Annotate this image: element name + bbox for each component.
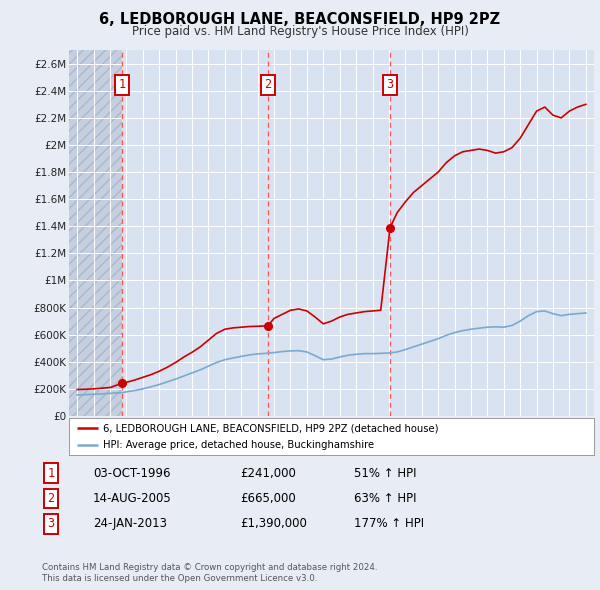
Text: Contains HM Land Registry data © Crown copyright and database right 2024.: Contains HM Land Registry data © Crown c… (42, 563, 377, 572)
Text: HPI: Average price, detached house, Buckinghamshire: HPI: Average price, detached house, Buck… (103, 441, 374, 450)
Bar (69, 50, 122, 416)
Text: 1: 1 (119, 78, 126, 91)
Text: 51% ↑ HPI: 51% ↑ HPI (354, 467, 416, 480)
Text: 3: 3 (47, 517, 55, 530)
Text: 24-JAN-2013: 24-JAN-2013 (93, 517, 167, 530)
Text: 6, LEDBOROUGH LANE, BEACONSFIELD, HP9 2PZ (detached house): 6, LEDBOROUGH LANE, BEACONSFIELD, HP9 2P… (103, 424, 439, 433)
Text: This data is licensed under the Open Government Licence v3.0.: This data is licensed under the Open Gov… (42, 574, 317, 583)
Text: 2: 2 (47, 492, 55, 505)
Text: 14-AUG-2005: 14-AUG-2005 (93, 492, 172, 505)
Text: 03-OCT-1996: 03-OCT-1996 (93, 467, 170, 480)
Text: £241,000: £241,000 (240, 467, 296, 480)
Text: £665,000: £665,000 (240, 492, 296, 505)
Text: 1: 1 (47, 467, 55, 480)
Text: £1,390,000: £1,390,000 (240, 517, 307, 530)
Text: 6, LEDBOROUGH LANE, BEACONSFIELD, HP9 2PZ: 6, LEDBOROUGH LANE, BEACONSFIELD, HP9 2P… (100, 12, 500, 27)
Text: 3: 3 (386, 78, 394, 91)
Text: 2: 2 (264, 78, 271, 91)
Text: 177% ↑ HPI: 177% ↑ HPI (354, 517, 424, 530)
Text: Price paid vs. HM Land Registry's House Price Index (HPI): Price paid vs. HM Land Registry's House … (131, 25, 469, 38)
Text: 63% ↑ HPI: 63% ↑ HPI (354, 492, 416, 505)
